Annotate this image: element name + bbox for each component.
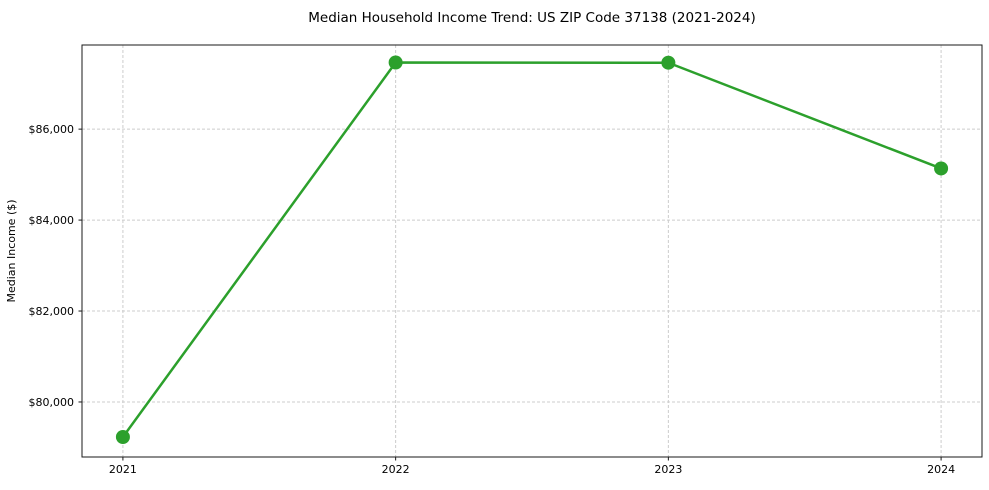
data-point-marker — [661, 55, 676, 70]
y-tick-label: $80,000 — [29, 396, 75, 409]
y-axis-tick-labels: $80,000 $82,000 $84,000 $86,000 — [29, 123, 75, 409]
data-point-marker — [115, 429, 130, 444]
y-axis-label: Median Income ($) — [5, 199, 18, 302]
x-axis-tick-labels: 2021 2022 2023 2024 — [109, 463, 955, 476]
y-tick-label: $86,000 — [29, 123, 75, 136]
gridlines — [82, 45, 982, 457]
plot-frame — [81, 44, 983, 458]
data-point-marker — [934, 161, 949, 176]
x-tick-label: 2024 — [927, 463, 955, 476]
y-tick-label: $84,000 — [29, 214, 75, 227]
chart-title: Median Household Income Trend: US ZIP Co… — [308, 10, 756, 26]
tick-marks — [78, 128, 942, 461]
data-point-markers — [115, 55, 949, 444]
data-point-marker — [388, 55, 403, 70]
x-tick-label: 2023 — [654, 463, 682, 476]
y-tick-label: $82,000 — [29, 305, 75, 318]
income-trend-line — [121, 61, 943, 439]
x-tick-label: 2021 — [109, 463, 137, 476]
x-tick-label: 2022 — [382, 463, 410, 476]
